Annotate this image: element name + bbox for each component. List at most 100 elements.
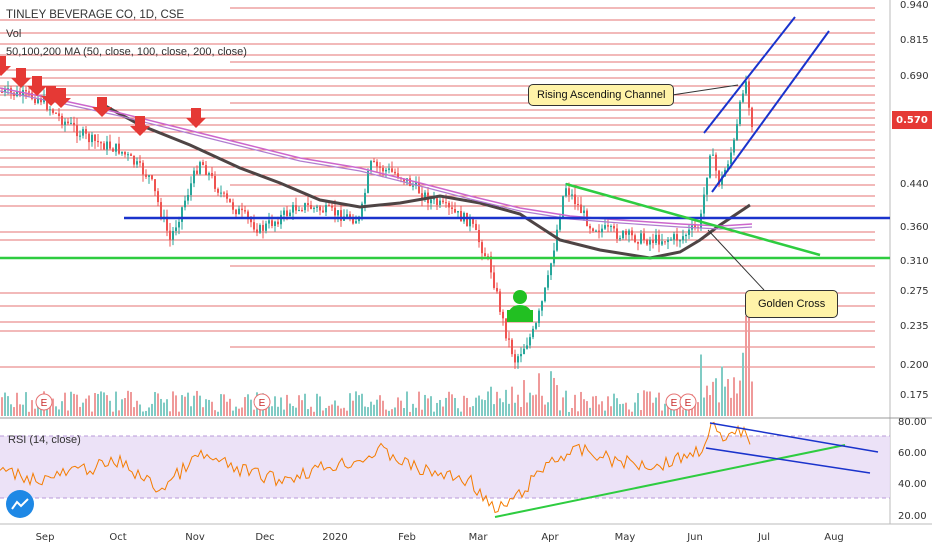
volume-bar [82,402,84,416]
candle-body [670,239,672,241]
volume-bar [352,400,354,416]
golden-cross-callout[interactable]: Golden Cross [745,290,839,318]
time-tick: Aug [824,532,844,543]
candle-body [205,165,207,176]
candle-body [355,221,357,224]
volume-bar [400,400,402,416]
rsi-indicator-label[interactable]: RSI (14, close) [8,434,81,446]
candle-body [373,161,375,163]
volume-bar [721,366,723,416]
volume-bar [472,406,474,416]
volume-bars [1,316,753,416]
candle-body [151,175,153,180]
volume-bar [439,399,441,416]
volume-bar [484,400,486,416]
candle-body [421,193,423,199]
candle-body [232,202,234,210]
volume-bar [748,316,750,416]
symbol-title[interactable]: TINLEY BEVERAGE CO, 1D, CSE [6,9,185,21]
volume-bar [391,409,393,416]
volume-indicator-label[interactable]: Vol [6,28,22,40]
volume-bar [751,381,753,416]
volume-bar [298,395,300,416]
candle-body [85,129,87,134]
price-axis[interactable]: 0.940 0.815 0.690 0.440 0.360 0.310 0.27… [900,0,929,401]
tradingview-logo-icon[interactable] [6,490,34,518]
candle-body [466,212,468,227]
volume-bar [220,394,222,416]
volume-bar [436,402,438,416]
candle-body [535,323,537,329]
candle-body [211,173,213,176]
ma-indicator-label[interactable]: 50,100,200 MA (50, close, 100, close, 20… [6,46,247,58]
volume-bar [496,391,498,416]
volume-bar [292,406,294,416]
volume-bar [115,391,117,416]
candle-body [688,229,690,235]
candle-body [445,202,447,204]
candle-body [430,199,432,204]
rsi-tick: 40.00 [898,479,927,490]
candle-body [301,209,303,211]
volume-bar [379,395,381,416]
candle-body [328,205,330,207]
candle-body [271,220,273,226]
volume-bar [583,399,585,416]
rsi-support-green [494,444,846,518]
volume-bar [160,398,162,416]
channel-lower-line [711,30,830,193]
candle-body [523,348,525,355]
volume-bar [559,410,561,416]
volume-bar [232,410,234,416]
volume-bar [535,394,537,416]
candle-body [367,171,369,193]
candle-body [733,139,735,153]
volume-bar [202,407,204,416]
volume-bar [568,411,570,416]
price-tick: 0.940 [900,0,929,11]
candle-body [718,170,720,185]
volume-bar [667,406,669,416]
volume-bar [574,394,576,416]
volume-bar [346,410,348,416]
volume-bar [529,392,531,416]
channel-upper-line [703,16,796,134]
candle-body [175,227,177,231]
candle-body [448,202,450,208]
rsi-axis[interactable]: 80.00 60.00 40.00 20.00 [898,417,927,522]
candle-body [544,287,546,302]
volume-bar [94,392,96,416]
candle-body [439,200,441,205]
candle-body [580,204,582,214]
channel-callout[interactable]: Rising Ascending Channel [528,84,675,106]
time-axis[interactable]: Sep Oct Nov Dec 2020 Feb Mar Apr May Jun… [36,532,844,543]
volume-bar [682,409,684,416]
candle-body [484,253,486,257]
volume-bar [442,406,444,416]
volume-bar [10,404,12,416]
volume-bar [313,411,315,416]
candle-body [568,188,570,195]
volume-bar [475,397,477,416]
volume-bar [655,397,657,416]
volume-bar [577,411,579,416]
candle-body [613,226,615,229]
candle-body [208,173,210,176]
price-tick: 0.310 [900,256,929,267]
candle-body [490,256,492,273]
price-tick: 0.200 [900,360,929,371]
candle-body [532,328,534,338]
candle-body [493,272,495,288]
volume-bar [7,396,9,416]
volume-bar [214,410,216,416]
volume-bar [478,395,480,416]
ma-200-line [99,101,751,260]
candle-body [121,151,123,154]
volume-bar [538,373,540,416]
rsi-line [0,421,751,514]
time-tick: Sep [36,532,55,543]
volume-bar [616,398,618,416]
candle-body [556,229,558,251]
volume-bar [448,391,450,416]
